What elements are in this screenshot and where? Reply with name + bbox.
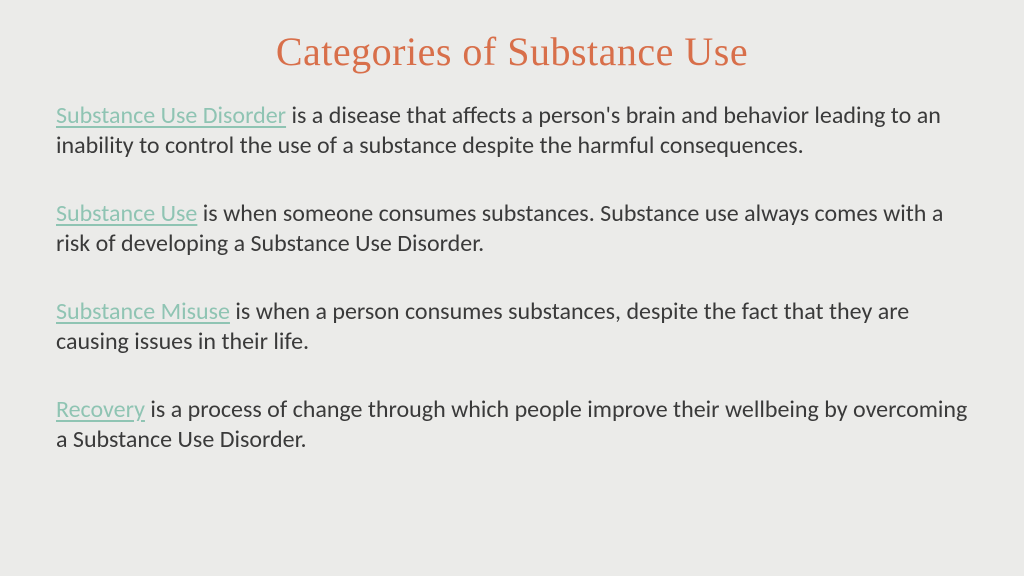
definition-item: Substance Misuse is when a person consum… [56, 297, 972, 357]
definition-term: Recovery [56, 395, 145, 424]
definition-item: Substance Use Disorder is a disease that… [56, 101, 972, 161]
definition-term: Substance Use [56, 199, 197, 228]
definition-item: Recovery is a process of change through … [56, 395, 972, 455]
slide-title: Categories of Substance Use [48, 28, 976, 75]
definitions-list: Substance Use Disorder is a disease that… [48, 101, 976, 455]
definition-body: is a process of change through which peo… [56, 395, 967, 454]
definition-term: Substance Use Disorder [56, 101, 286, 130]
definition-term: Substance Misuse [56, 297, 230, 326]
definition-item: Substance Use is when someone consumes s… [56, 199, 972, 259]
